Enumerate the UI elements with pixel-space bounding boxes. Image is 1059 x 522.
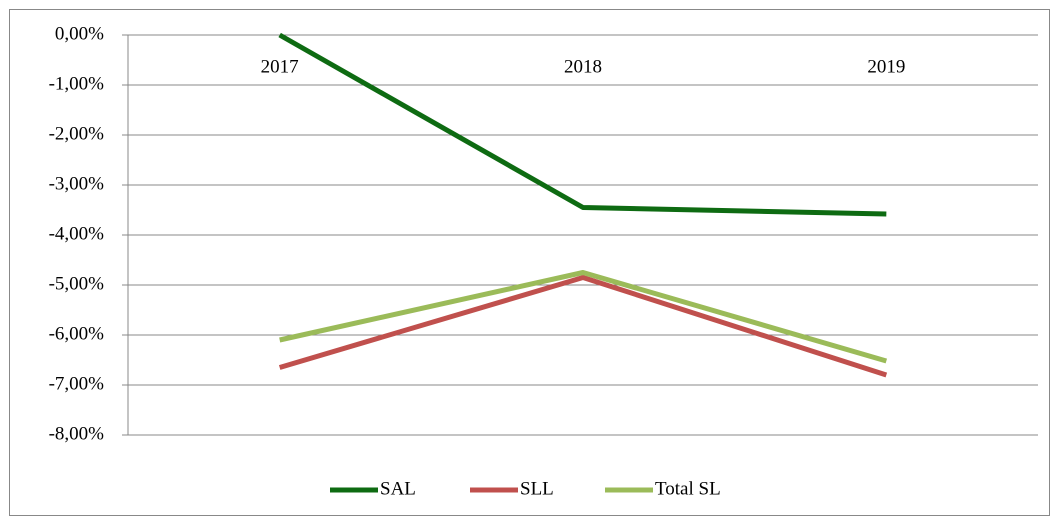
chart-border <box>9 9 1050 516</box>
y-tick-label: -3,00% <box>49 173 105 194</box>
y-tick-label: -2,00% <box>49 123 105 144</box>
x-tick-label: 2018 <box>564 56 602 77</box>
y-tick-label: -7,00% <box>49 373 105 394</box>
y-tick-label: -5,00% <box>49 273 105 294</box>
legend-label: Total SL <box>655 478 721 499</box>
x-tick-label: 2017 <box>261 56 299 77</box>
series-line <box>279 270 888 364</box>
legend-label: SLL <box>520 478 554 499</box>
series-line <box>278 275 888 378</box>
y-tick-label: -8,00% <box>49 423 105 444</box>
series-line <box>278 32 887 217</box>
y-tick-label: 0,00% <box>55 23 104 44</box>
y-tick-label: -1,00% <box>49 73 105 94</box>
legend-label: SAL <box>380 478 416 499</box>
y-tick-label: -4,00% <box>49 223 105 244</box>
y-tick-label: -6,00% <box>49 323 105 344</box>
x-tick-label: 2019 <box>867 56 905 77</box>
